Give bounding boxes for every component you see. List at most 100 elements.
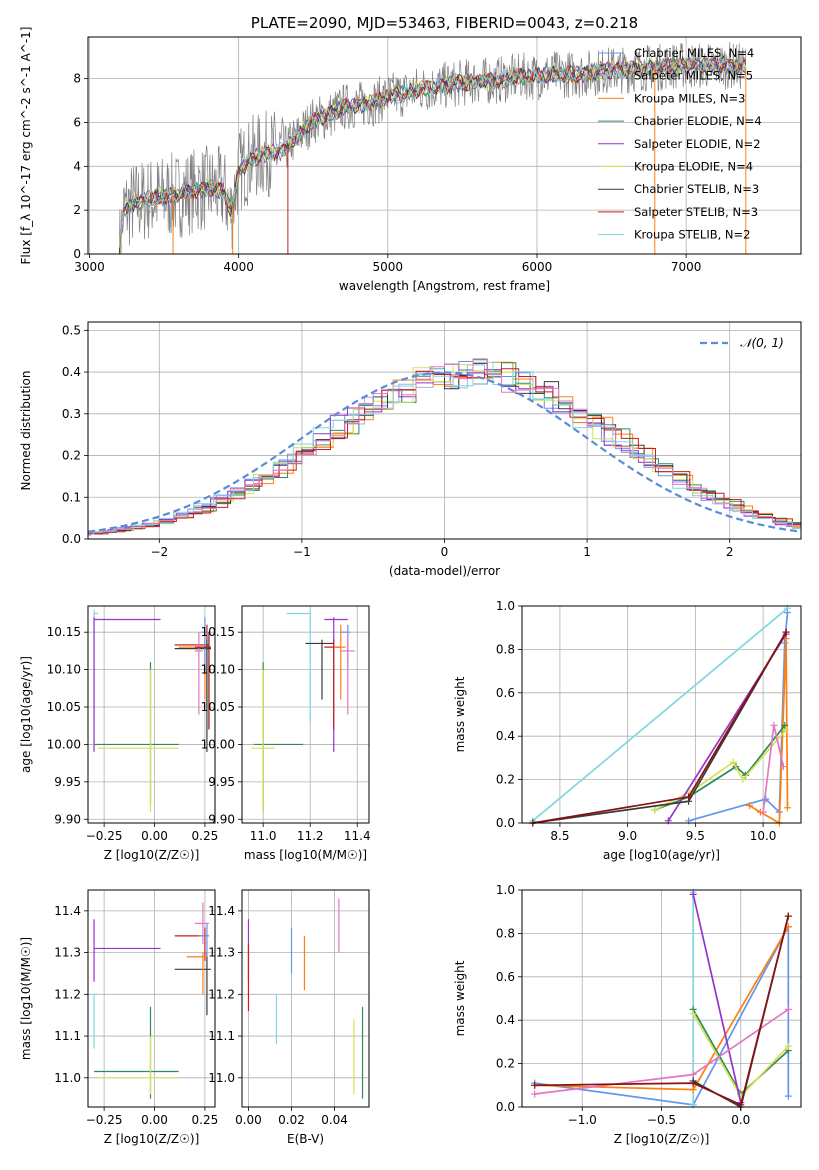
x-axis-label: Z [log10(Z/Z☉)] [104,1132,200,1146]
y-tick-label: 0.4 [62,365,81,379]
weight-series-line [532,631,787,824]
y-tick-label: 0.2 [496,1057,515,1071]
y-tick-label: 11.4 [208,904,235,918]
y-tick-label: 2 [73,203,81,217]
y-tick-label: 10.10 [201,663,235,677]
x-tick-label: −0.25 [86,1113,123,1127]
x-tick-label: −0.5 [647,1113,676,1127]
y-tick-label: 11.4 [54,904,81,918]
x-axis-label: Z [log10(Z/Z☉)] [614,1132,710,1146]
x-tick-label: 3000 [74,260,105,274]
weight-marker [770,721,778,729]
x-tick-label: 9.5 [686,829,705,843]
x-tick-label: 4000 [223,260,254,274]
model-spectrum [119,55,747,254]
weight-marker [531,1081,539,1089]
y-tick-label: 11.1 [208,1029,235,1043]
x-tick-label: 7000 [671,260,702,274]
x-axis-label: wavelength [Angstrom, rest frame] [339,279,550,293]
weight-marker [782,726,790,734]
x-axis-label: (data-model)/error [389,564,500,578]
weight-marker [783,804,791,812]
y-tick-label: 10.00 [47,737,81,751]
weight-marker [779,763,787,771]
x-tick-label: 10.0 [750,829,777,843]
legend-entry: Chabrier STELIB, N=3 [634,182,759,196]
y-tick-label: 10.05 [201,700,235,714]
y-tick-label: 11.1 [54,1029,81,1043]
weight-series-line [532,631,787,824]
y-tick-label: 0.2 [62,449,81,463]
y-tick-label: 9.90 [54,812,81,826]
x-axis-label: E(B-V) [287,1132,324,1146]
y-axis-label: Flux [f_λ 10^-17 erg cm^-2 s^-1 A^-1] [19,27,33,265]
x-tick-label: 11.4 [344,829,371,843]
legend-entry: Chabrier MILES, N=4 [634,46,754,60]
y-tick-label: 0.6 [496,970,515,984]
normal-curve [88,371,801,533]
axes-frame [87,36,802,255]
legend-entry: 𝒩(0, 1) [740,336,784,350]
x-tick-label: 0.02 [278,1113,305,1127]
legend-entry: Salpeter ELODIE, N=2 [634,137,761,151]
y-axis-label: Normed distribution [19,371,33,491]
y-tick-label: 11.3 [208,946,235,960]
x-tick-label: 9.0 [618,829,637,843]
legend-entry: Chabrier ELODIE, N=4 [634,114,762,128]
y-tick-label: 0.6 [496,686,515,700]
legend-entry: Salpeter STELIB, N=3 [634,205,758,219]
y-tick-label: 0.0 [496,1100,515,1114]
residual-histogram [88,368,801,536]
x-tick-label: 0.25 [192,1113,219,1127]
weight-series-line [532,607,789,822]
axes-frame [521,605,802,824]
weight-series-line [692,894,742,1103]
y-tick-label: 9.90 [208,812,235,826]
weight-marker [781,639,789,647]
weight-marker [531,1090,539,1098]
weight-marker [689,1086,697,1094]
x-tick-label: 6000 [522,260,553,274]
y-tick-label: 9.95 [54,775,81,789]
x-axis-label: mass [log10(M/M☉)] [244,848,367,862]
y-tick-label: 0 [73,247,81,261]
x-tick-label: 8.5 [550,829,569,843]
model-spectrum [118,55,747,248]
legend-entry: Kroupa ELODIE, N=4 [634,160,753,174]
x-tick-label: 5000 [373,260,404,274]
x-tick-label: −0.25 [86,829,123,843]
y-tick-label: 0.0 [496,816,515,830]
x-tick-label: 11.2 [297,829,324,843]
y-tick-label: 8 [73,72,81,86]
weight-marker [746,802,754,810]
x-axis-label: Z [log10(Z/Z☉)] [104,848,200,862]
weight-marker [784,912,792,920]
weight-marker [781,721,789,729]
y-axis-label: mass weight [453,960,467,1036]
legend-entry: Kroupa STELIB, N=2 [634,228,751,242]
weight-marker [689,890,697,898]
x-tick-label: 0.04 [321,1113,348,1127]
residual-histogram [88,358,801,535]
y-tick-label: 0.3 [62,407,81,421]
weight-marker [784,1092,792,1100]
weight-marker [651,806,659,814]
y-tick-label: 1.0 [496,883,515,897]
y-tick-label: 4 [73,159,81,173]
weight-marker [739,776,747,784]
x-tick-label: 0 [441,545,449,559]
legend-entry: Kroupa MILES, N=3 [634,91,746,105]
weight-marker [689,1079,697,1087]
x-tick-label: 0.00 [141,1113,168,1127]
axes-frame [87,605,216,824]
x-tick-label: −1 [293,545,311,559]
x-tick-label: 0.00 [141,829,168,843]
y-tick-label: 11.0 [208,1071,235,1085]
y-tick-label: 10.15 [201,625,235,639]
chart-title: PLATE=2090, MJD=53463, FIBERID=0043, z=0… [251,14,638,32]
y-tick-label: 9.95 [208,775,235,789]
weight-marker [784,1042,792,1050]
y-tick-label: 6 [73,115,81,129]
axes-frame [87,889,216,1108]
weight-marker [784,1005,792,1013]
